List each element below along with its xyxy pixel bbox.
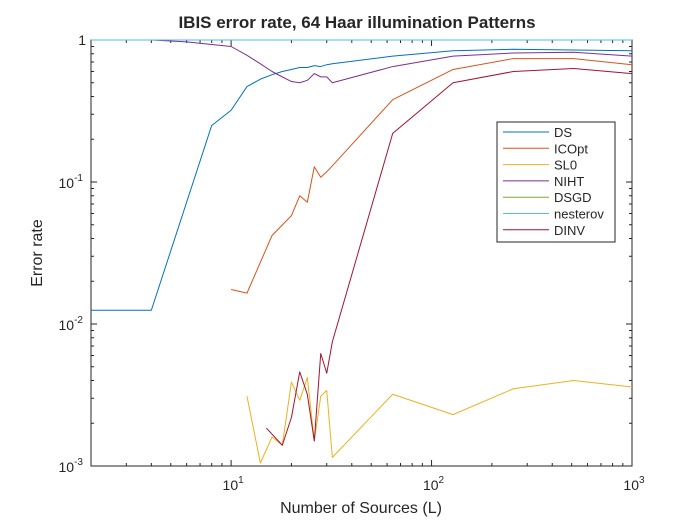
y-tick-label: 10-3: [59, 457, 84, 475]
series-line-ICOpt: [230, 58, 633, 294]
legend-label-nesterov: nesterov: [554, 207, 604, 222]
legend-label-NIHT: NIHT: [554, 174, 584, 189]
axis-tick-labels: 101 102 103 10-3 10-2 10-1 1: [59, 32, 645, 493]
y-tick-label: 10-2: [59, 315, 84, 333]
series-line-NIHT: [91, 39, 633, 84]
x-tick-label: 101: [223, 475, 245, 493]
y-tick-label: 1: [78, 32, 86, 48]
y-axis-label: Error rate: [29, 219, 46, 287]
legend-label-SL0: SL0: [554, 158, 577, 173]
y-tick-label: 10-1: [59, 173, 84, 191]
series-line-DS: [91, 48, 633, 311]
legend-label-DSGD: DSGD: [554, 190, 592, 205]
legend-label-DS: DS: [554, 125, 572, 140]
series-line-DINV: [266, 67, 633, 446]
series-lines: [91, 39, 633, 464]
plot-area: [90, 39, 633, 467]
legend-label-ICOpt: ICOpt: [554, 141, 588, 156]
legend-box: [496, 121, 616, 243]
chart-title: IBIS error rate, 64 Haar illumination Pa…: [178, 13, 535, 32]
x-tick-label: 102: [423, 475, 445, 493]
x-tick-label: 103: [623, 475, 645, 493]
x-axis-label: Number of Sources (L): [280, 500, 442, 517]
series-line-SL0: [246, 377, 633, 464]
legend-label-DINV: DINV: [554, 223, 585, 238]
